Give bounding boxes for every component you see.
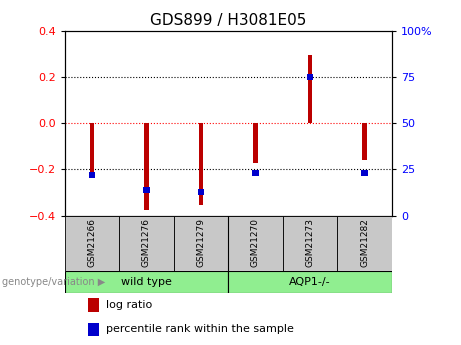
Bar [361, 170, 368, 176]
Bar [337, 216, 392, 271]
Text: GSM21270: GSM21270 [251, 218, 260, 267]
Bar [253, 124, 258, 162]
Bar [65, 216, 119, 271]
Bar [65, 271, 228, 293]
Text: GSM21282: GSM21282 [360, 218, 369, 267]
Text: AQP1-/-: AQP1-/- [289, 277, 331, 287]
Bar [143, 187, 150, 193]
Text: GSM21266: GSM21266 [87, 218, 96, 267]
Bar [252, 170, 259, 176]
Bar [174, 216, 228, 271]
Text: percentile rank within the sample: percentile rank within the sample [106, 325, 294, 334]
Bar [228, 271, 392, 293]
Bar [198, 189, 204, 195]
Bar [199, 124, 203, 205]
Title: GDS899 / H3081E05: GDS899 / H3081E05 [150, 13, 307, 29]
Bar [89, 172, 95, 178]
Bar [307, 74, 313, 80]
Bar [308, 55, 312, 124]
Text: GSM21279: GSM21279 [196, 218, 206, 267]
Bar [144, 124, 148, 210]
Text: GSM21276: GSM21276 [142, 218, 151, 267]
Bar [362, 124, 367, 160]
Text: log ratio: log ratio [106, 300, 152, 310]
Text: GSM21273: GSM21273 [306, 218, 314, 267]
Text: wild type: wild type [121, 277, 172, 287]
Bar [119, 216, 174, 271]
Bar [89, 124, 94, 176]
Text: genotype/variation ▶: genotype/variation ▶ [2, 277, 106, 287]
Bar [283, 216, 337, 271]
Bar [228, 216, 283, 271]
